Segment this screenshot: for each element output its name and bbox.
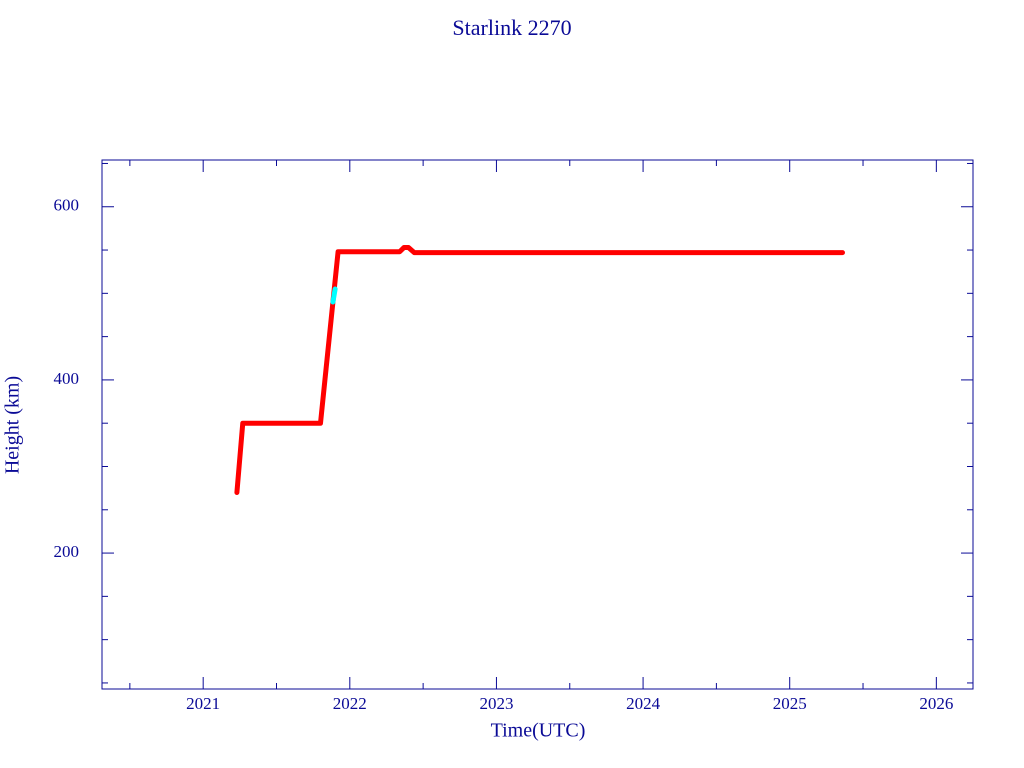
plot-frame: [101, 159, 974, 690]
x-tick-label: 2023: [479, 694, 513, 713]
x-axis-label: Time(UTC): [491, 720, 586, 742]
x-tick-label: 2025: [773, 694, 807, 713]
chart-title: Starlink 2270: [452, 15, 571, 40]
x-tick-label: 2022: [333, 694, 367, 713]
x-tick-label: 2026: [919, 694, 953, 713]
y-tick-label: 400: [54, 369, 80, 388]
y-tick-label: 600: [54, 196, 80, 215]
y-axis-label: Height (km): [2, 376, 24, 474]
data-line: [234, 244, 845, 495]
y-tick-label: 200: [54, 542, 80, 561]
x-tick-label: 2021: [186, 694, 220, 713]
data-line: [330, 286, 338, 305]
x-tick-label: 2024: [626, 694, 661, 713]
